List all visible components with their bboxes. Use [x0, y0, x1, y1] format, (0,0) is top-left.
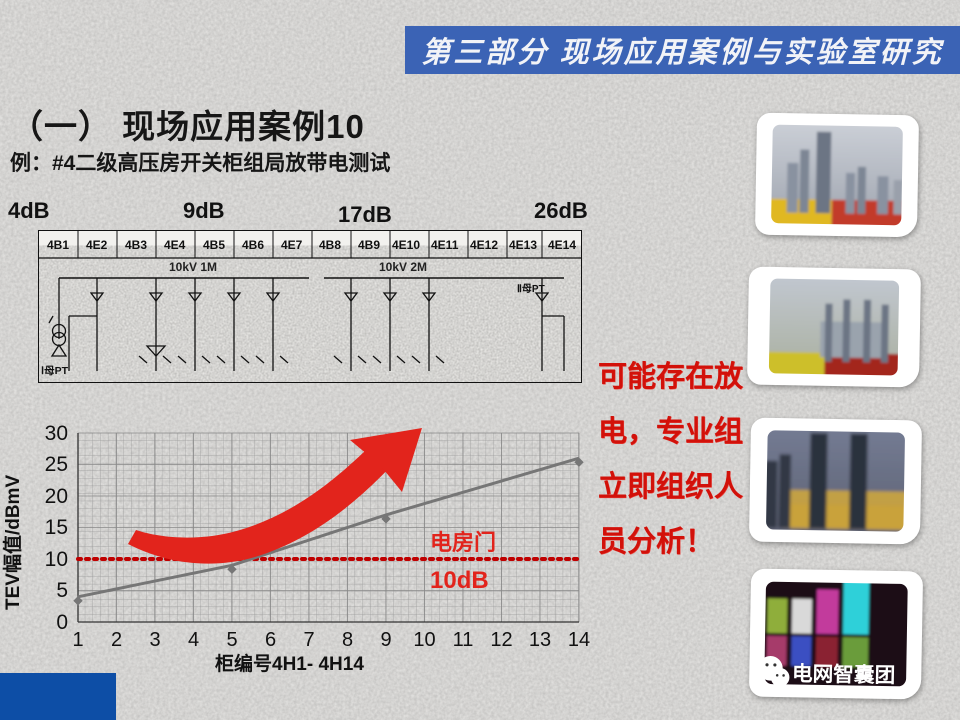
svg-text:4B1: 4B1	[47, 238, 69, 252]
svg-text:7: 7	[303, 629, 314, 651]
svg-text:电网智囊团: 电网智囊团	[792, 662, 896, 688]
svg-text:9: 9	[380, 629, 391, 651]
svg-text:30: 30	[45, 422, 68, 445]
svg-text:0: 0	[56, 611, 68, 634]
svg-text:15: 15	[45, 516, 68, 539]
svg-text:8: 8	[342, 629, 353, 651]
svg-text:1: 1	[72, 629, 83, 651]
svg-text:12: 12	[490, 629, 512, 651]
svg-text:20: 20	[45, 485, 68, 508]
svg-text:4B6: 4B6	[242, 238, 264, 252]
svg-text:4B5: 4B5	[203, 238, 225, 252]
svg-text:3: 3	[149, 629, 160, 651]
svg-text:10kV 2M: 10kV 2M	[379, 260, 427, 274]
svg-text:2: 2	[111, 629, 122, 651]
svg-text:4B3: 4B3	[125, 238, 147, 252]
svg-text:4E10: 4E10	[392, 238, 420, 252]
svg-text:4E7: 4E7	[281, 238, 303, 252]
svg-text:13: 13	[529, 629, 551, 651]
svg-text:6: 6	[265, 629, 276, 651]
svg-text:4E11: 4E11	[431, 238, 459, 252]
svg-text:4E12: 4E12	[470, 238, 498, 252]
svg-text:4B8: 4B8	[319, 238, 341, 252]
svg-text:TEV幅值/dBmV: TEV幅值/dBmV	[1, 475, 24, 610]
svg-text:4E4: 4E4	[164, 238, 186, 252]
svg-text:25: 25	[45, 453, 68, 476]
svg-text:10dB: 10dB	[430, 567, 489, 594]
svg-text:10kV 1M: 10kV 1M	[169, 260, 217, 274]
svg-text:10: 10	[413, 629, 435, 651]
svg-text:柜编号4H1- 4H14: 柜编号4H1- 4H14	[215, 652, 364, 675]
svg-text:Ⅰ母PT: Ⅰ母PT	[41, 365, 69, 377]
svg-text:4: 4	[188, 629, 199, 651]
svg-text:4E2: 4E2	[86, 238, 108, 252]
svg-text:5: 5	[226, 629, 237, 651]
svg-text:4E13: 4E13	[509, 238, 537, 252]
svg-text:10: 10	[45, 548, 68, 571]
svg-text:11: 11	[453, 629, 474, 651]
svg-text:电房门: 电房门	[430, 530, 496, 555]
svg-text:4B9: 4B9	[358, 238, 380, 252]
svg-text:5: 5	[56, 579, 68, 602]
svg-text:4E14: 4E14	[548, 238, 576, 252]
svg-text:14: 14	[568, 629, 590, 651]
svg-text:Ⅱ母PT: Ⅱ母PT	[517, 283, 545, 295]
